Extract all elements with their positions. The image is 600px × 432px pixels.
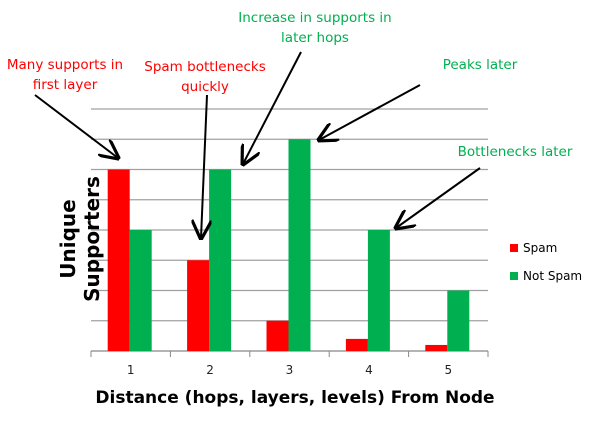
annotation-arrow bbox=[243, 51, 302, 164]
annotation-arrow bbox=[396, 167, 481, 228]
bar-spam-4 bbox=[345, 338, 368, 351]
bar-not-spam-2 bbox=[209, 169, 232, 351]
legend-item-not-spam: Not Spam bbox=[510, 269, 582, 283]
bar-spam-1 bbox=[107, 169, 130, 351]
annotation-arrow bbox=[319, 84, 421, 140]
bar-spam-2 bbox=[187, 260, 210, 351]
x-axis-label: Distance (hops, layers, levels) From Nod… bbox=[95, 388, 495, 408]
legend-swatch bbox=[510, 244, 518, 252]
bar-not-spam-5 bbox=[447, 290, 470, 351]
annotation-arrow bbox=[201, 94, 207, 238]
x-tick-label: 1 bbox=[127, 363, 135, 377]
legend-label: Not Spam bbox=[523, 269, 583, 283]
annotation-increase-supports: Increase in supports in later hops bbox=[238, 10, 392, 46]
bar-spam-5 bbox=[425, 344, 448, 351]
annotation-spam-bottlenecks: Spam bottlenecks quickly bbox=[144, 59, 266, 95]
bar-not-spam-1 bbox=[129, 230, 152, 351]
annotation-peaks-later: Peaks later bbox=[442, 57, 518, 73]
x-tick-label: 4 bbox=[365, 363, 373, 377]
annotation-arrow bbox=[34, 94, 118, 158]
y-axis-label: Unique Supporters bbox=[56, 176, 104, 302]
x-tick-label: 2 bbox=[206, 363, 214, 377]
annotation-many-supports: Many supports in first layer bbox=[6, 57, 124, 93]
legend-label: Spam bbox=[523, 241, 558, 255]
bar-spam-3 bbox=[266, 320, 289, 351]
legend-item-spam: Spam bbox=[510, 241, 557, 255]
annotation-bottlenecks-later: Bottlenecks later bbox=[457, 144, 573, 160]
x-tick-label: 5 bbox=[444, 363, 452, 377]
x-tick-label: 3 bbox=[286, 363, 294, 377]
bar-not-spam-4 bbox=[367, 230, 390, 351]
bar-not-spam-3 bbox=[288, 139, 311, 351]
legend-swatch bbox=[510, 272, 518, 280]
